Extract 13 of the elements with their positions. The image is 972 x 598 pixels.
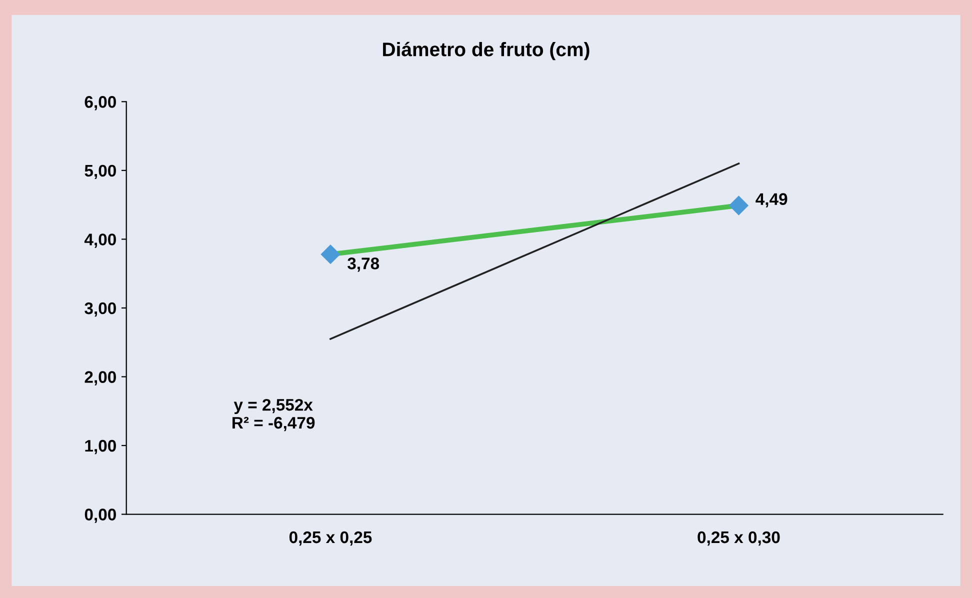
y-tick-label: 6,00 [84,96,116,110]
x-tick-label: 0,25 x 0,30 [698,531,780,546]
annotation: y = 2,552x R² = -6,479 [232,398,315,432]
y-tick-label: 3,00 [84,302,116,317]
x-tick-label: 0,25 x 0,25 [289,531,372,546]
y-tick-label: 4,00 [84,234,116,248]
y-tick-label: 5,00 [84,164,116,180]
data-label: 3,78 [348,258,380,272]
y-tick-label: 2,00 [84,371,116,386]
chart-title: Diámetro de fruto (cm) [383,42,590,60]
y-tick-label: 0,00 [84,508,116,523]
data-label: 4,49 [756,193,788,208]
y-tick-label: 1,00 [85,440,116,454]
